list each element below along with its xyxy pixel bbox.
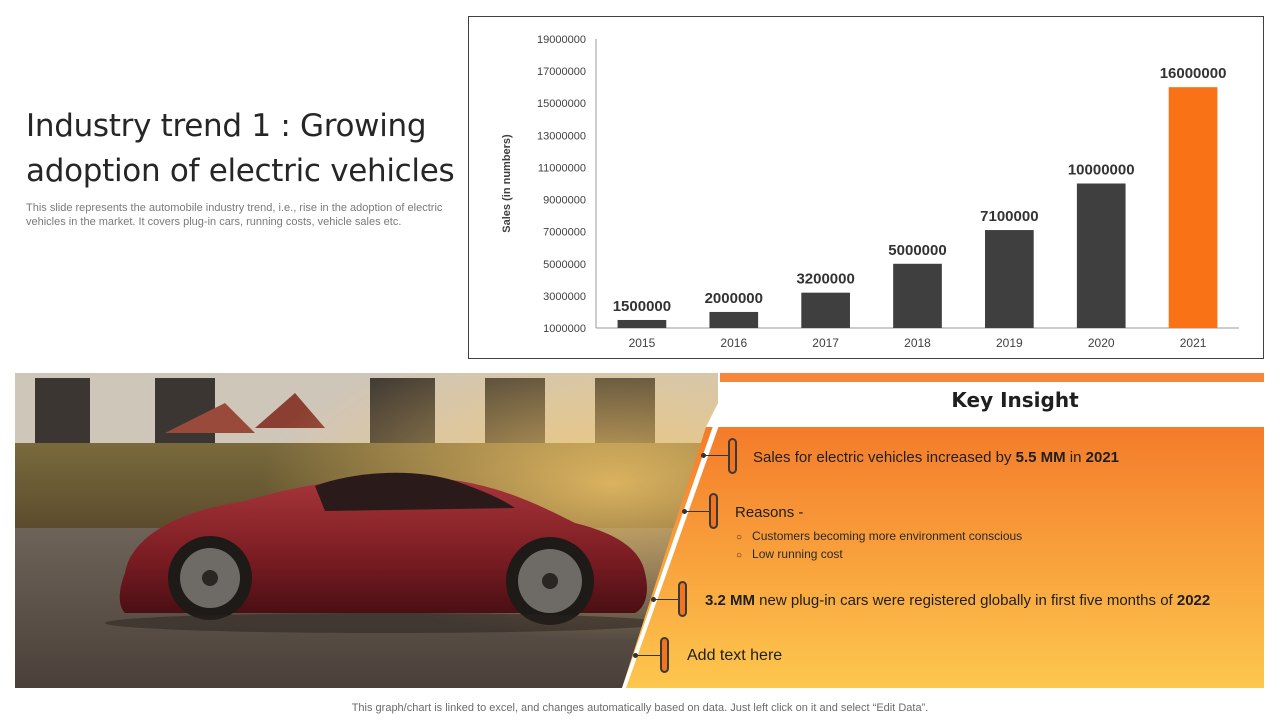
panel-accent-strip xyxy=(720,373,1264,382)
bar xyxy=(893,263,942,328)
insight-1-mid: in xyxy=(1065,449,1086,466)
bar xyxy=(1168,87,1218,329)
y-tick-label: 3000000 xyxy=(543,291,586,303)
insight-3-text: new plug-in cars were registered globall… xyxy=(755,592,1177,609)
bullet-marker-1 xyxy=(728,438,737,474)
y-tick-label: 19000000 xyxy=(537,34,586,46)
insight-3-value: 3.2 MM xyxy=(705,592,756,609)
bar xyxy=(801,292,850,328)
y-tick-label: 11000000 xyxy=(538,162,586,174)
insight-item-3[interactable]: 3.2 MM new plug-in cars were registered … xyxy=(705,592,1210,609)
insight-1-value: 5.5 MM xyxy=(1015,449,1066,466)
x-tick-label: 2018 xyxy=(904,336,931,350)
y-axis-label: Sales (in numbers) xyxy=(501,134,513,233)
bullet-marker-4 xyxy=(660,637,669,673)
x-tick-label: 2015 xyxy=(629,336,656,350)
data-label: 5000000 xyxy=(888,242,946,259)
reason-item: Low running cost xyxy=(736,546,1022,564)
data-label: 1500000 xyxy=(613,298,671,315)
bar xyxy=(709,311,759,328)
insight-item-4[interactable]: Add text here xyxy=(687,647,783,664)
x-tick-label: 2020 xyxy=(1088,336,1115,350)
sales-bar-chart[interactable]: 1000000 3000000 5000000 7000000 9000000 11000… xyxy=(468,16,1264,359)
insight-item-2[interactable]: Reasons - xyxy=(735,504,804,521)
bar xyxy=(617,319,667,328)
reason-item: Customers becoming more environment cons… xyxy=(736,528,1022,546)
red-sports-car-photo xyxy=(15,373,718,688)
slide-subtitle: This slide represents the automobile ind… xyxy=(26,202,443,228)
data-label: 16000000 xyxy=(1160,65,1227,82)
bullet-dot-1 xyxy=(701,453,706,458)
bar xyxy=(1076,183,1126,328)
y-tick-label: 7000000 xyxy=(543,227,586,239)
y-tick-label: 13000000 xyxy=(537,130,586,142)
x-tick-label: 2019 xyxy=(996,336,1023,350)
key-insight-title: Key Insight xyxy=(951,388,1079,412)
chart-canvas: 1000000 3000000 5000000 7000000 9000000 11000… xyxy=(501,34,1239,350)
y-tick-label: 15000000 xyxy=(537,98,586,110)
bar xyxy=(985,230,1034,328)
y-tick-label: 9000000 xyxy=(543,195,586,207)
insight-1-year: 2021 xyxy=(1085,449,1120,466)
y-tick-label: 1000000 xyxy=(543,323,586,335)
bullet-marker-3 xyxy=(678,581,687,617)
x-tick-label: 2016 xyxy=(720,336,747,350)
bullet-line-3 xyxy=(654,599,678,600)
insight-item-1[interactable]: Sales for electric vehicles increased by… xyxy=(753,449,1119,466)
bullet-marker-2 xyxy=(709,493,718,529)
reasons-list: Customers becoming more environment cons… xyxy=(736,528,1022,564)
data-label: 3200000 xyxy=(796,271,854,288)
bullet-line-1 xyxy=(704,455,728,456)
bullet-line-2 xyxy=(685,511,709,512)
bullet-dot-4 xyxy=(633,653,638,658)
bullet-line-4 xyxy=(636,655,660,656)
insight-1-text: Sales for electric vehicles increased by xyxy=(753,449,1016,466)
data-label: 2000000 xyxy=(705,290,763,307)
x-tick-label: 2021 xyxy=(1180,336,1207,350)
bullet-dot-2 xyxy=(682,509,687,514)
footer-note: This graph/chart is linked to excel, and… xyxy=(351,702,929,714)
y-tick-label: 5000000 xyxy=(543,259,586,271)
bullet-dot-3 xyxy=(651,597,656,602)
insight-3-year: 2022 xyxy=(1176,592,1211,609)
data-label: 10000000 xyxy=(1068,162,1135,179)
data-label: 7100000 xyxy=(980,208,1038,225)
y-tick-label: 17000000 xyxy=(537,66,586,78)
slide-title: Industry trend 1 : Growing adoption of e… xyxy=(26,108,455,189)
x-tick-label: 2017 xyxy=(812,336,839,350)
